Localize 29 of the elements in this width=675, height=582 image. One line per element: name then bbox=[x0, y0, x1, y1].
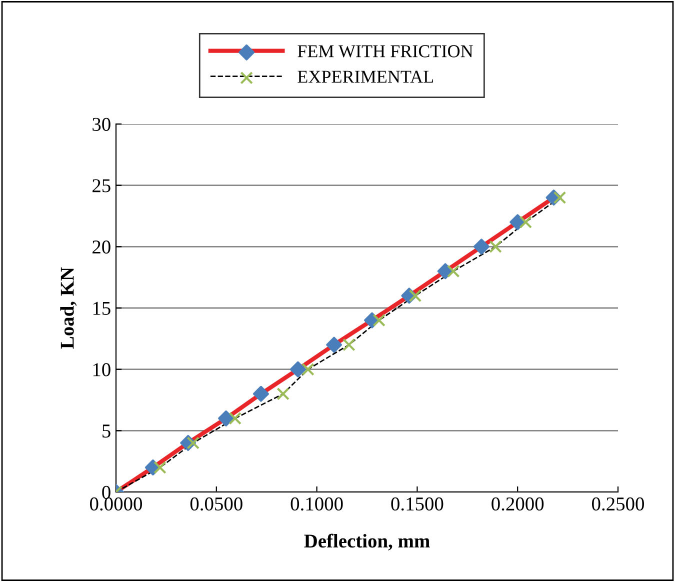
point bbox=[519, 216, 532, 229]
point bbox=[302, 362, 314, 376]
point bbox=[553, 191, 566, 204]
x-tick-label: 0.2000 bbox=[492, 497, 544, 511]
y-tick-label: 20 bbox=[92, 240, 110, 254]
point bbox=[408, 289, 422, 302]
y-tick-label: 5 bbox=[102, 424, 110, 438]
point bbox=[276, 387, 290, 400]
point bbox=[489, 240, 502, 254]
x-tick-label: 0.0000 bbox=[90, 497, 142, 511]
y-tick-label: 15 bbox=[93, 302, 110, 315]
point bbox=[154, 461, 166, 474]
x-axis-title: Deflection, mm bbox=[304, 534, 430, 550]
point bbox=[342, 338, 356, 352]
point bbox=[372, 314, 386, 327]
y-axis-title: Load, KN bbox=[60, 267, 77, 349]
y-tick-label: 25 bbox=[92, 179, 110, 192]
y-tick-label: 0 bbox=[102, 486, 110, 499]
point bbox=[228, 412, 242, 425]
y-tick-label: 30 bbox=[92, 118, 110, 131]
x-tick-label: 0.1500 bbox=[391, 497, 444, 511]
x-tick-label: 0.0500 bbox=[190, 497, 242, 511]
point bbox=[446, 264, 460, 278]
legend-label: EXPERIMENTAL bbox=[298, 70, 434, 83]
point bbox=[186, 436, 200, 450]
legend-label: FEM WITH FRICTION bbox=[298, 45, 473, 58]
x-tick-label: 0.2500 bbox=[592, 497, 644, 511]
y-tick-label: 10 bbox=[93, 363, 110, 376]
x-tick-label: 0.1000 bbox=[290, 497, 343, 511]
